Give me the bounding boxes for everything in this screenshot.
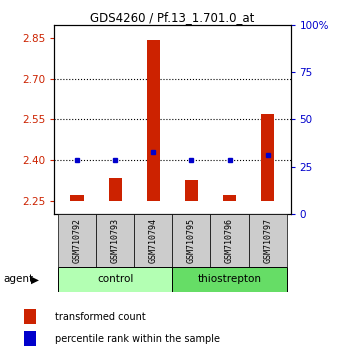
Bar	[58, 214, 96, 267]
Text: ▶: ▶	[31, 274, 39, 284]
Text: thiostrepton: thiostrepton	[197, 274, 261, 284]
Bar	[108, 178, 122, 201]
Bar	[70, 195, 84, 201]
Bar	[248, 214, 287, 267]
Text: GSM710796: GSM710796	[225, 218, 234, 263]
Bar	[96, 214, 134, 267]
Bar	[24, 331, 36, 346]
Bar	[185, 180, 198, 201]
Text: GSM710794: GSM710794	[149, 218, 158, 263]
Text: GSM710792: GSM710792	[72, 218, 82, 263]
Bar	[58, 267, 173, 292]
Bar	[134, 214, 172, 267]
Text: percentile rank within the sample: percentile rank within the sample	[55, 334, 219, 344]
Text: GSM710795: GSM710795	[187, 218, 196, 263]
Title: GDS4260 / Pf.13_1.701.0_at: GDS4260 / Pf.13_1.701.0_at	[90, 11, 254, 24]
Bar	[261, 114, 274, 201]
Bar	[210, 214, 248, 267]
Text: GSM710797: GSM710797	[263, 218, 272, 263]
Text: agent: agent	[4, 274, 34, 284]
Text: transformed count: transformed count	[55, 312, 145, 322]
Bar	[147, 40, 160, 201]
Text: GSM710793: GSM710793	[111, 218, 120, 263]
Bar	[173, 214, 210, 267]
Bar	[24, 309, 36, 324]
Text: control: control	[97, 274, 133, 284]
Bar	[173, 267, 287, 292]
Bar	[223, 195, 236, 201]
